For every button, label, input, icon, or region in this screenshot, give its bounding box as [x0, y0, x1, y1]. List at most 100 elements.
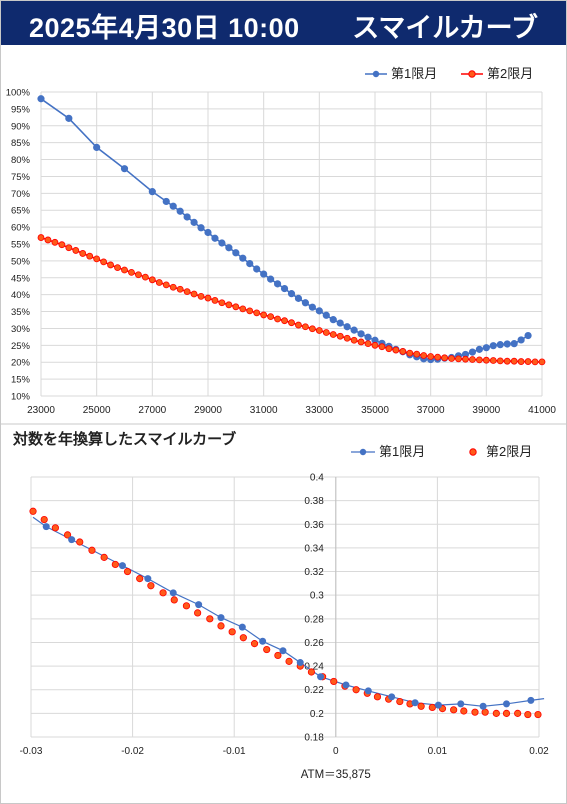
data-point: [204, 294, 212, 302]
data-point: [329, 316, 337, 324]
data-point: [336, 319, 344, 327]
data-point: [65, 244, 73, 252]
data-point: [263, 645, 271, 654]
data-point: [135, 271, 142, 279]
data-point: [239, 634, 247, 642]
data-point: [76, 538, 84, 546]
data-point: [225, 244, 233, 252]
data-point: [260, 270, 268, 278]
header-title: スマイルカーブ: [352, 13, 538, 43]
data-point: [296, 659, 304, 667]
data-point: [281, 317, 288, 325]
y-tick-label: 50%: [11, 256, 31, 267]
data-point: [350, 336, 358, 344]
data-point: [217, 614, 225, 622]
data-point: [144, 575, 152, 583]
data-point: [455, 355, 462, 363]
data-point: [239, 254, 247, 262]
data-point: [141, 273, 149, 281]
data-point: [170, 596, 178, 604]
y-tick-label: 95%: [11, 104, 31, 115]
data-point: [294, 294, 303, 302]
data-point: [468, 348, 477, 356]
data-point: [88, 546, 96, 554]
x-tick-label: 33000: [305, 405, 333, 416]
data-point: [273, 280, 282, 288]
data-point: [357, 330, 365, 338]
data-point: [496, 357, 504, 365]
data-point: [315, 327, 323, 334]
data-point: [121, 266, 128, 274]
data-point: [37, 234, 45, 241]
x-tick-label: -0.02: [121, 746, 144, 757]
data-point: [195, 601, 203, 609]
legend-marker-series1: [372, 70, 380, 78]
data-point: [51, 238, 59, 246]
data-point: [253, 265, 261, 273]
data-point: [267, 313, 275, 321]
data-point: [462, 355, 469, 363]
data-point: [37, 95, 45, 103]
y-tick-label: 0.24: [304, 662, 324, 673]
data-point: [225, 301, 233, 309]
data-point: [385, 345, 393, 353]
legend-label-series2: 第2限月: [487, 66, 533, 81]
data-point: [482, 356, 490, 364]
data-point: [155, 279, 163, 286]
x-tick-label: 27000: [138, 405, 166, 416]
data-point: [364, 333, 372, 341]
data-point: [330, 677, 338, 686]
data-point: [259, 637, 267, 645]
data-point: [118, 562, 126, 570]
data-point: [352, 686, 360, 694]
data-point: [388, 693, 396, 701]
data-point: [204, 228, 212, 237]
data-point: [317, 673, 325, 681]
data-point: [79, 250, 87, 257]
data-point: [460, 707, 468, 715]
header-banner: 2025年4月30日 10:00 スマイルカーブ: [1, 1, 566, 45]
y-tick-label: 10%: [11, 392, 31, 403]
data-point: [469, 356, 476, 363]
x-tick-label: 37000: [417, 405, 445, 416]
data-point: [267, 275, 275, 283]
data-point: [534, 710, 542, 719]
data-point: [301, 299, 310, 307]
data-point: [228, 628, 236, 636]
data-point: [123, 567, 132, 576]
y-tick-label: 100%: [6, 88, 31, 99]
data-point: [40, 515, 48, 524]
data-point: [524, 710, 532, 719]
data-point: [413, 350, 421, 358]
y-tick-label: 75%: [11, 172, 31, 183]
y-tick-label: 25%: [11, 341, 31, 352]
data-point: [280, 284, 289, 293]
y-tick-label: 55%: [11, 240, 31, 251]
data-point: [169, 589, 177, 597]
y-tick-label: 0.36: [304, 520, 324, 531]
data-point: [496, 341, 504, 349]
y-tick-label: 0.3: [310, 591, 324, 602]
data-point: [481, 708, 489, 716]
data-point: [246, 307, 254, 315]
data-point: [239, 305, 247, 313]
data-point: [51, 524, 59, 532]
data-point: [524, 331, 532, 340]
data-point: [503, 357, 511, 365]
y-tick-label: 30%: [11, 324, 31, 335]
data-point: [29, 507, 37, 515]
data-point: [524, 358, 532, 365]
data-point: [68, 536, 76, 544]
data-point: [136, 575, 144, 583]
data-point: [162, 197, 170, 206]
trendline-series1: [32, 516, 545, 707]
x-tick-label: 39000: [472, 405, 500, 416]
data-point: [148, 188, 156, 196]
y-tick-label: 85%: [11, 138, 31, 149]
data-point: [434, 701, 442, 709]
data-point: [194, 609, 202, 617]
data-point: [288, 319, 295, 327]
y-tick-label: 0.2: [310, 709, 324, 720]
data-point: [392, 346, 400, 354]
y-tick-label: 0.28: [304, 614, 324, 625]
